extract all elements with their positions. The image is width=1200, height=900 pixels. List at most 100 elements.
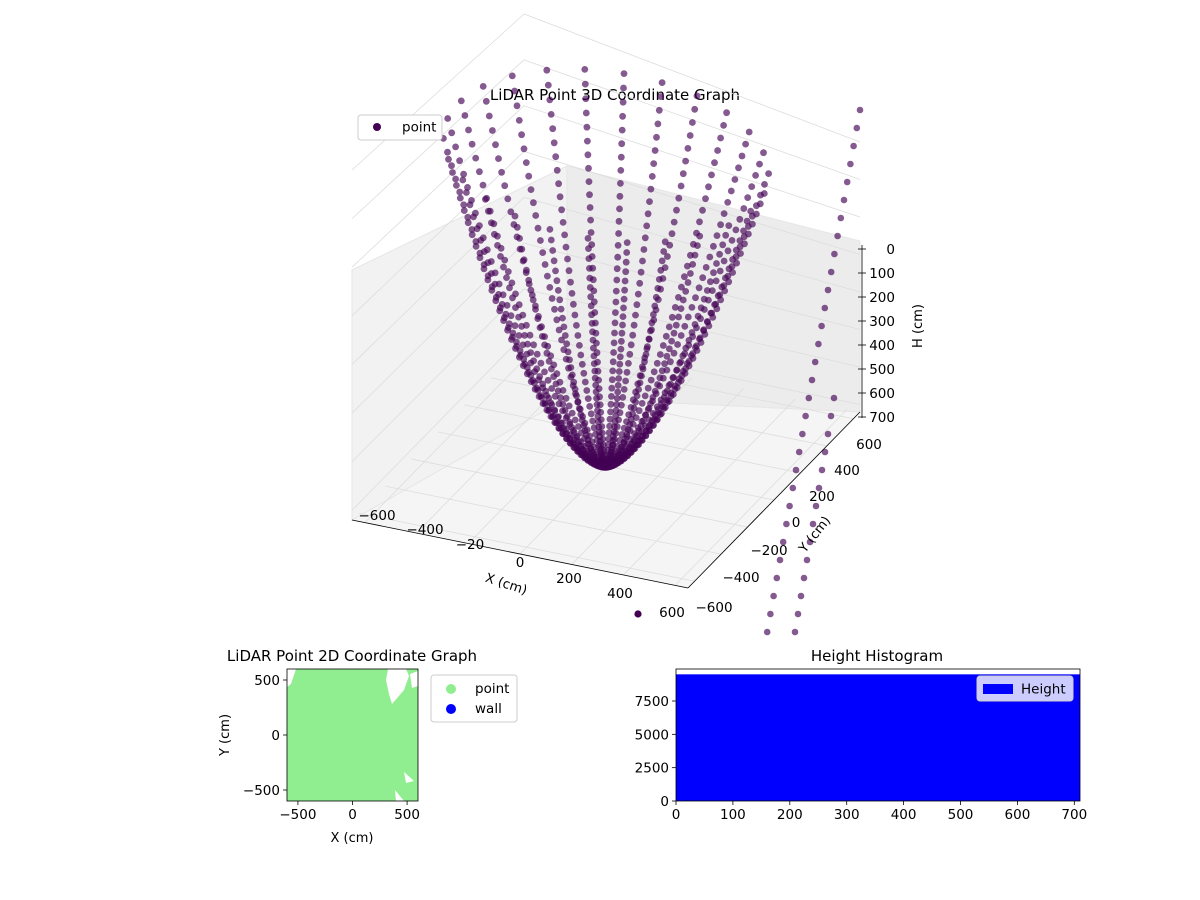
point-marker — [650, 311, 657, 318]
legend-3d: point — [357, 114, 443, 141]
point-marker — [843, 178, 851, 186]
x-tick-label-histogram: 600 — [1005, 807, 1031, 823]
point-marker — [583, 387, 591, 394]
point-marker — [742, 140, 749, 148]
x-tick-label-3d: 200 — [556, 571, 582, 587]
point-marker — [676, 359, 684, 367]
y-tick-label-2d: 0 — [271, 728, 280, 744]
point-marker — [689, 119, 696, 126]
z-tick-label-3d: 500 — [869, 362, 895, 378]
point-marker — [468, 231, 476, 239]
grid-line — [623, 398, 796, 576]
point-marker — [658, 79, 666, 86]
point-marker — [504, 195, 512, 203]
point-marker — [614, 388, 622, 396]
point-marker — [577, 411, 585, 418]
point-marker — [527, 372, 535, 379]
point-marker — [495, 155, 502, 163]
point-marker — [504, 326, 511, 334]
point-marker — [693, 92, 701, 100]
point-marker — [761, 181, 768, 188]
point-marker — [585, 245, 592, 253]
point-marker — [520, 256, 528, 264]
point-marker — [608, 384, 616, 392]
point-marker — [675, 194, 683, 202]
point-marker — [671, 304, 679, 311]
point-marker — [805, 394, 813, 402]
point-cloud-3d — [440, 66, 864, 636]
point-marker — [592, 381, 600, 389]
point-marker — [712, 300, 720, 308]
point-marker — [797, 592, 805, 600]
point-marker — [524, 340, 531, 348]
point-marker — [516, 347, 524, 355]
point-marker — [648, 173, 656, 180]
point-marker — [640, 417, 647, 425]
point-marker — [719, 241, 727, 249]
point-marker — [509, 329, 517, 337]
point-marker — [549, 125, 557, 133]
point-marker — [581, 378, 589, 386]
point-marker — [621, 286, 628, 294]
point-marker — [616, 360, 624, 368]
point-marker — [617, 153, 625, 161]
point-marker — [538, 394, 545, 401]
point-marker — [615, 375, 623, 382]
point-marker — [482, 97, 490, 105]
y-axis-line — [687, 411, 861, 589]
point-marker — [456, 194, 464, 202]
point-marker — [619, 394, 627, 401]
point-marker — [791, 628, 799, 636]
y-tick-label-2d: 500 — [254, 673, 280, 689]
point-marker — [738, 152, 746, 160]
point-marker — [537, 237, 544, 244]
point-marker — [645, 422, 653, 430]
point-marker — [505, 320, 513, 328]
point-marker — [513, 102, 521, 110]
point-marker — [818, 466, 826, 474]
point-marker — [568, 290, 576, 297]
point-marker — [492, 297, 500, 305]
point-marker — [651, 147, 659, 154]
point-marker — [706, 253, 714, 261]
point-marker — [589, 328, 596, 336]
point-marker — [670, 374, 677, 381]
point-marker — [550, 373, 558, 380]
point-marker — [581, 427, 589, 434]
point-marker — [479, 181, 487, 189]
point-marker — [565, 267, 573, 275]
point-marker — [546, 226, 554, 233]
point-marker — [607, 400, 615, 408]
point-marker — [711, 159, 718, 167]
point-marker — [745, 128, 753, 136]
point-marker — [464, 219, 472, 227]
point-marker — [708, 309, 716, 317]
point-marker — [520, 145, 528, 153]
point-marker — [636, 279, 644, 287]
point-marker — [578, 360, 586, 368]
point-marker — [740, 205, 748, 212]
point-marker — [610, 428, 618, 436]
point-marker — [545, 394, 553, 402]
point-marker — [473, 225, 481, 233]
point-marker — [670, 218, 678, 226]
x-tick-label-2d: 500 — [394, 807, 420, 823]
chart-2d: LiDAR Point 2D Coordinate Graph −500−500… — [218, 647, 518, 846]
point-marker — [692, 294, 699, 302]
point-marker — [562, 394, 570, 402]
point-marker — [673, 206, 680, 214]
point-marker — [574, 332, 582, 339]
x-tick-label-histogram: 400 — [891, 807, 917, 823]
point-marker — [803, 556, 811, 564]
point-marker — [776, 556, 784, 564]
point-marker — [565, 402, 573, 410]
point-marker — [830, 394, 838, 402]
point-marker — [615, 230, 622, 237]
point-marker — [611, 418, 619, 425]
grid-line — [571, 388, 744, 565]
point-marker — [643, 222, 651, 230]
y-tick-label-3d: −200 — [750, 543, 787, 559]
point-marker — [713, 260, 720, 267]
point-marker — [620, 304, 627, 312]
point-marker — [564, 348, 572, 356]
